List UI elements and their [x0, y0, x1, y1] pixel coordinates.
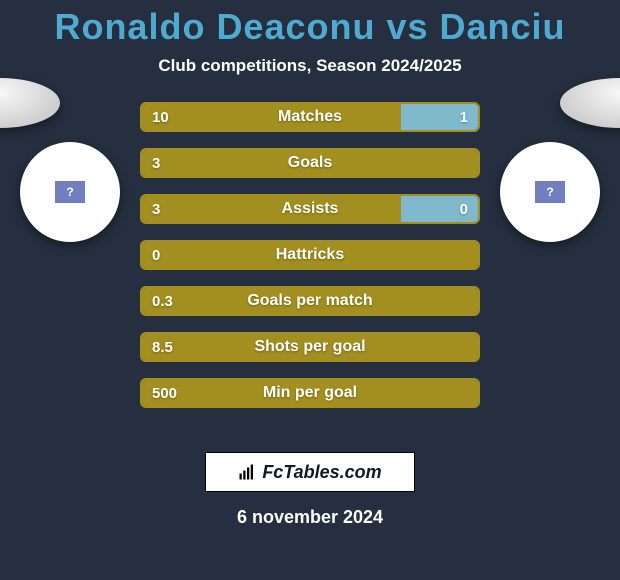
stat-row: 0Hattricks: [140, 240, 480, 270]
comparison-panel: ? ? 101Matches 3Goals 30Assists 0Hattricks 0…: [0, 102, 620, 412]
chart-icon: [238, 463, 256, 481]
stat-label: Min per goal: [142, 380, 478, 406]
stat-label: Assists: [142, 196, 478, 222]
footer-label: FcTables.com: [262, 462, 381, 483]
date-label: 6 november 2024: [0, 507, 620, 528]
badge-placeholder-icon: ?: [55, 181, 85, 203]
subtitle: Club competitions, Season 2024/2025: [0, 56, 620, 76]
stat-row: 30Assists: [140, 194, 480, 224]
page-title: Ronaldo Deaconu vs Danciu: [0, 0, 620, 48]
stat-row: 3Goals: [140, 148, 480, 178]
stat-row: 500Min per goal: [140, 378, 480, 408]
stat-row: 8.5Shots per goal: [140, 332, 480, 362]
player-right-badge: ?: [500, 142, 600, 242]
stat-label: Goals: [142, 150, 478, 176]
stat-row: 0.3Goals per match: [140, 286, 480, 316]
stat-rows: 101Matches 3Goals 30Assists 0Hattricks 0.3Go…: [140, 102, 480, 424]
stat-label: Hattricks: [142, 242, 478, 268]
stat-label: Goals per match: [142, 288, 478, 314]
stat-row: 101Matches: [140, 102, 480, 132]
stat-label: Matches: [142, 104, 478, 130]
badge-placeholder-icon: ?: [535, 181, 565, 203]
stat-label: Shots per goal: [142, 334, 478, 360]
footer-logo-box: FcTables.com: [205, 452, 415, 492]
player-left-badge: ?: [20, 142, 120, 242]
